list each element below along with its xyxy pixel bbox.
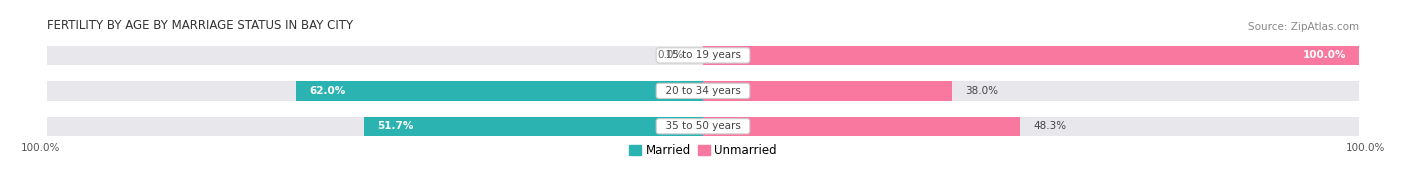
Text: 35 to 50 years: 35 to 50 years — [659, 121, 747, 131]
Text: 38.0%: 38.0% — [966, 86, 998, 96]
Bar — [46, 81, 703, 101]
Text: 51.7%: 51.7% — [377, 121, 413, 131]
Bar — [703, 46, 1360, 65]
Text: 20 to 34 years: 20 to 34 years — [659, 86, 747, 96]
Bar — [297, 81, 703, 101]
Bar — [364, 117, 703, 136]
Bar — [703, 46, 1360, 65]
Text: 100.0%: 100.0% — [1346, 142, 1385, 152]
Legend: Married, Unmarried: Married, Unmarried — [628, 144, 778, 157]
Bar — [703, 81, 952, 101]
Bar — [703, 81, 1360, 101]
Text: 48.3%: 48.3% — [1033, 121, 1066, 131]
Bar — [703, 117, 1019, 136]
Text: Source: ZipAtlas.com: Source: ZipAtlas.com — [1249, 22, 1360, 32]
Text: 62.0%: 62.0% — [309, 86, 346, 96]
Text: 0.0%: 0.0% — [657, 50, 683, 60]
Text: 15 to 19 years: 15 to 19 years — [659, 50, 747, 60]
Text: 100.0%: 100.0% — [21, 142, 60, 152]
Bar — [703, 117, 1360, 136]
Bar — [46, 117, 703, 136]
Text: 100.0%: 100.0% — [1302, 50, 1346, 60]
Bar — [46, 46, 703, 65]
Text: FERTILITY BY AGE BY MARRIAGE STATUS IN BAY CITY: FERTILITY BY AGE BY MARRIAGE STATUS IN B… — [46, 19, 353, 32]
